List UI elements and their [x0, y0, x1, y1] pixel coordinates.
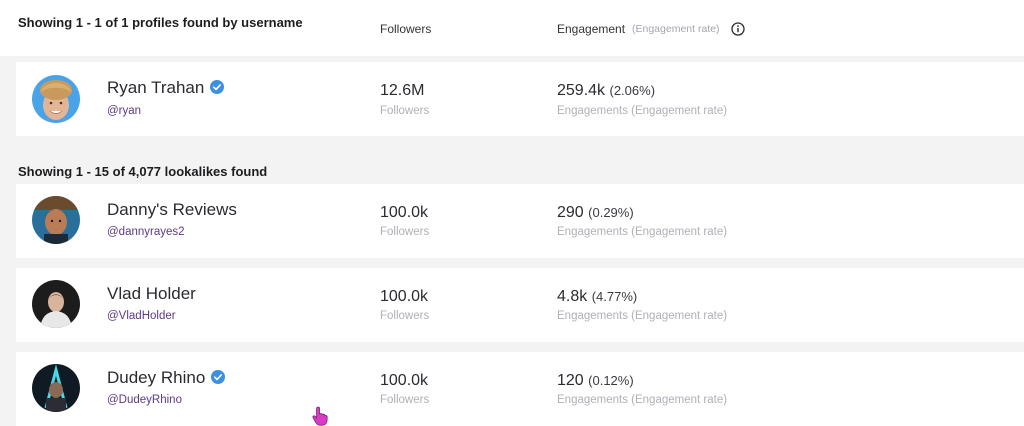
engagement-label: Engagements (Engagement rate): [557, 105, 728, 117]
profile-handle[interactable]: @VladHolder: [107, 310, 176, 322]
avatar[interactable]: [32, 280, 80, 328]
followers-count: 12.6M: [380, 82, 425, 99]
engagement-rate-subheader: (Engagement rate): [632, 23, 720, 35]
profile-row[interactable]: Ryan Trahan @ryan 12.6M Followers 259.4k…: [16, 62, 1024, 136]
engagement-value: 4.8k (4.77%): [557, 288, 638, 305]
verified-badge-icon: [211, 369, 226, 384]
hand-cursor-icon: [312, 406, 328, 426]
info-circle-icon[interactable]: [731, 22, 745, 36]
engagement-label: Engagements (Engagement rate): [557, 226, 728, 238]
profile-name[interactable]: Danny's Reviews: [107, 200, 237, 219]
engagement-label: Engagements (Engagement rate): [557, 394, 728, 406]
profile-row[interactable]: Vlad Holder @VladHolder 100.0k Followers…: [16, 268, 1024, 342]
followers-count: 100.0k: [380, 288, 429, 305]
followers-count: 100.0k: [380, 372, 429, 389]
engagement-column-header[interactable]: Engagement: [557, 22, 626, 36]
profile-name[interactable]: Ryan Trahan: [107, 78, 225, 98]
verified-badge-icon: [210, 79, 225, 94]
profile-name[interactable]: Vlad Holder: [107, 284, 196, 303]
profile-handle[interactable]: @ryan: [107, 105, 142, 117]
engagement-value: 290 (0.29%): [557, 204, 634, 221]
followers-label: Followers: [380, 226, 430, 238]
avatar[interactable]: [32, 196, 80, 244]
avatar[interactable]: [32, 75, 80, 123]
engagement-label: Engagements (Engagement rate): [557, 310, 728, 322]
username-results-count: Showing 1 - 1 of 1 profiles found by use…: [18, 15, 303, 30]
profile-handle[interactable]: @dannyrayes2: [107, 226, 185, 238]
followers-label: Followers: [380, 394, 430, 406]
avatar[interactable]: [32, 364, 80, 412]
profile-name[interactable]: Dudey Rhino: [107, 368, 226, 388]
followers-count: 100.0k: [380, 204, 429, 221]
followers-label: Followers: [380, 105, 430, 117]
profile-row[interactable]: Danny's Reviews @dannyrayes2 100.0k Foll…: [16, 184, 1024, 258]
lookalikes-results-count: Showing 1 - 15 of 4,077 lookalikes found: [18, 164, 268, 179]
profile-row[interactable]: Dudey Rhino @DudeyRhino 100.0k Followers…: [16, 352, 1024, 426]
engagement-value: 259.4k (2.06%): [557, 82, 656, 99]
followers-column-header[interactable]: Followers: [380, 22, 432, 36]
followers-label: Followers: [380, 310, 430, 322]
profile-handle[interactable]: @DudeyRhino: [107, 394, 182, 406]
engagement-value: 120 (0.12%): [557, 372, 634, 389]
results-header: Showing 1 - 1 of 1 profiles found by use…: [0, 0, 1024, 56]
